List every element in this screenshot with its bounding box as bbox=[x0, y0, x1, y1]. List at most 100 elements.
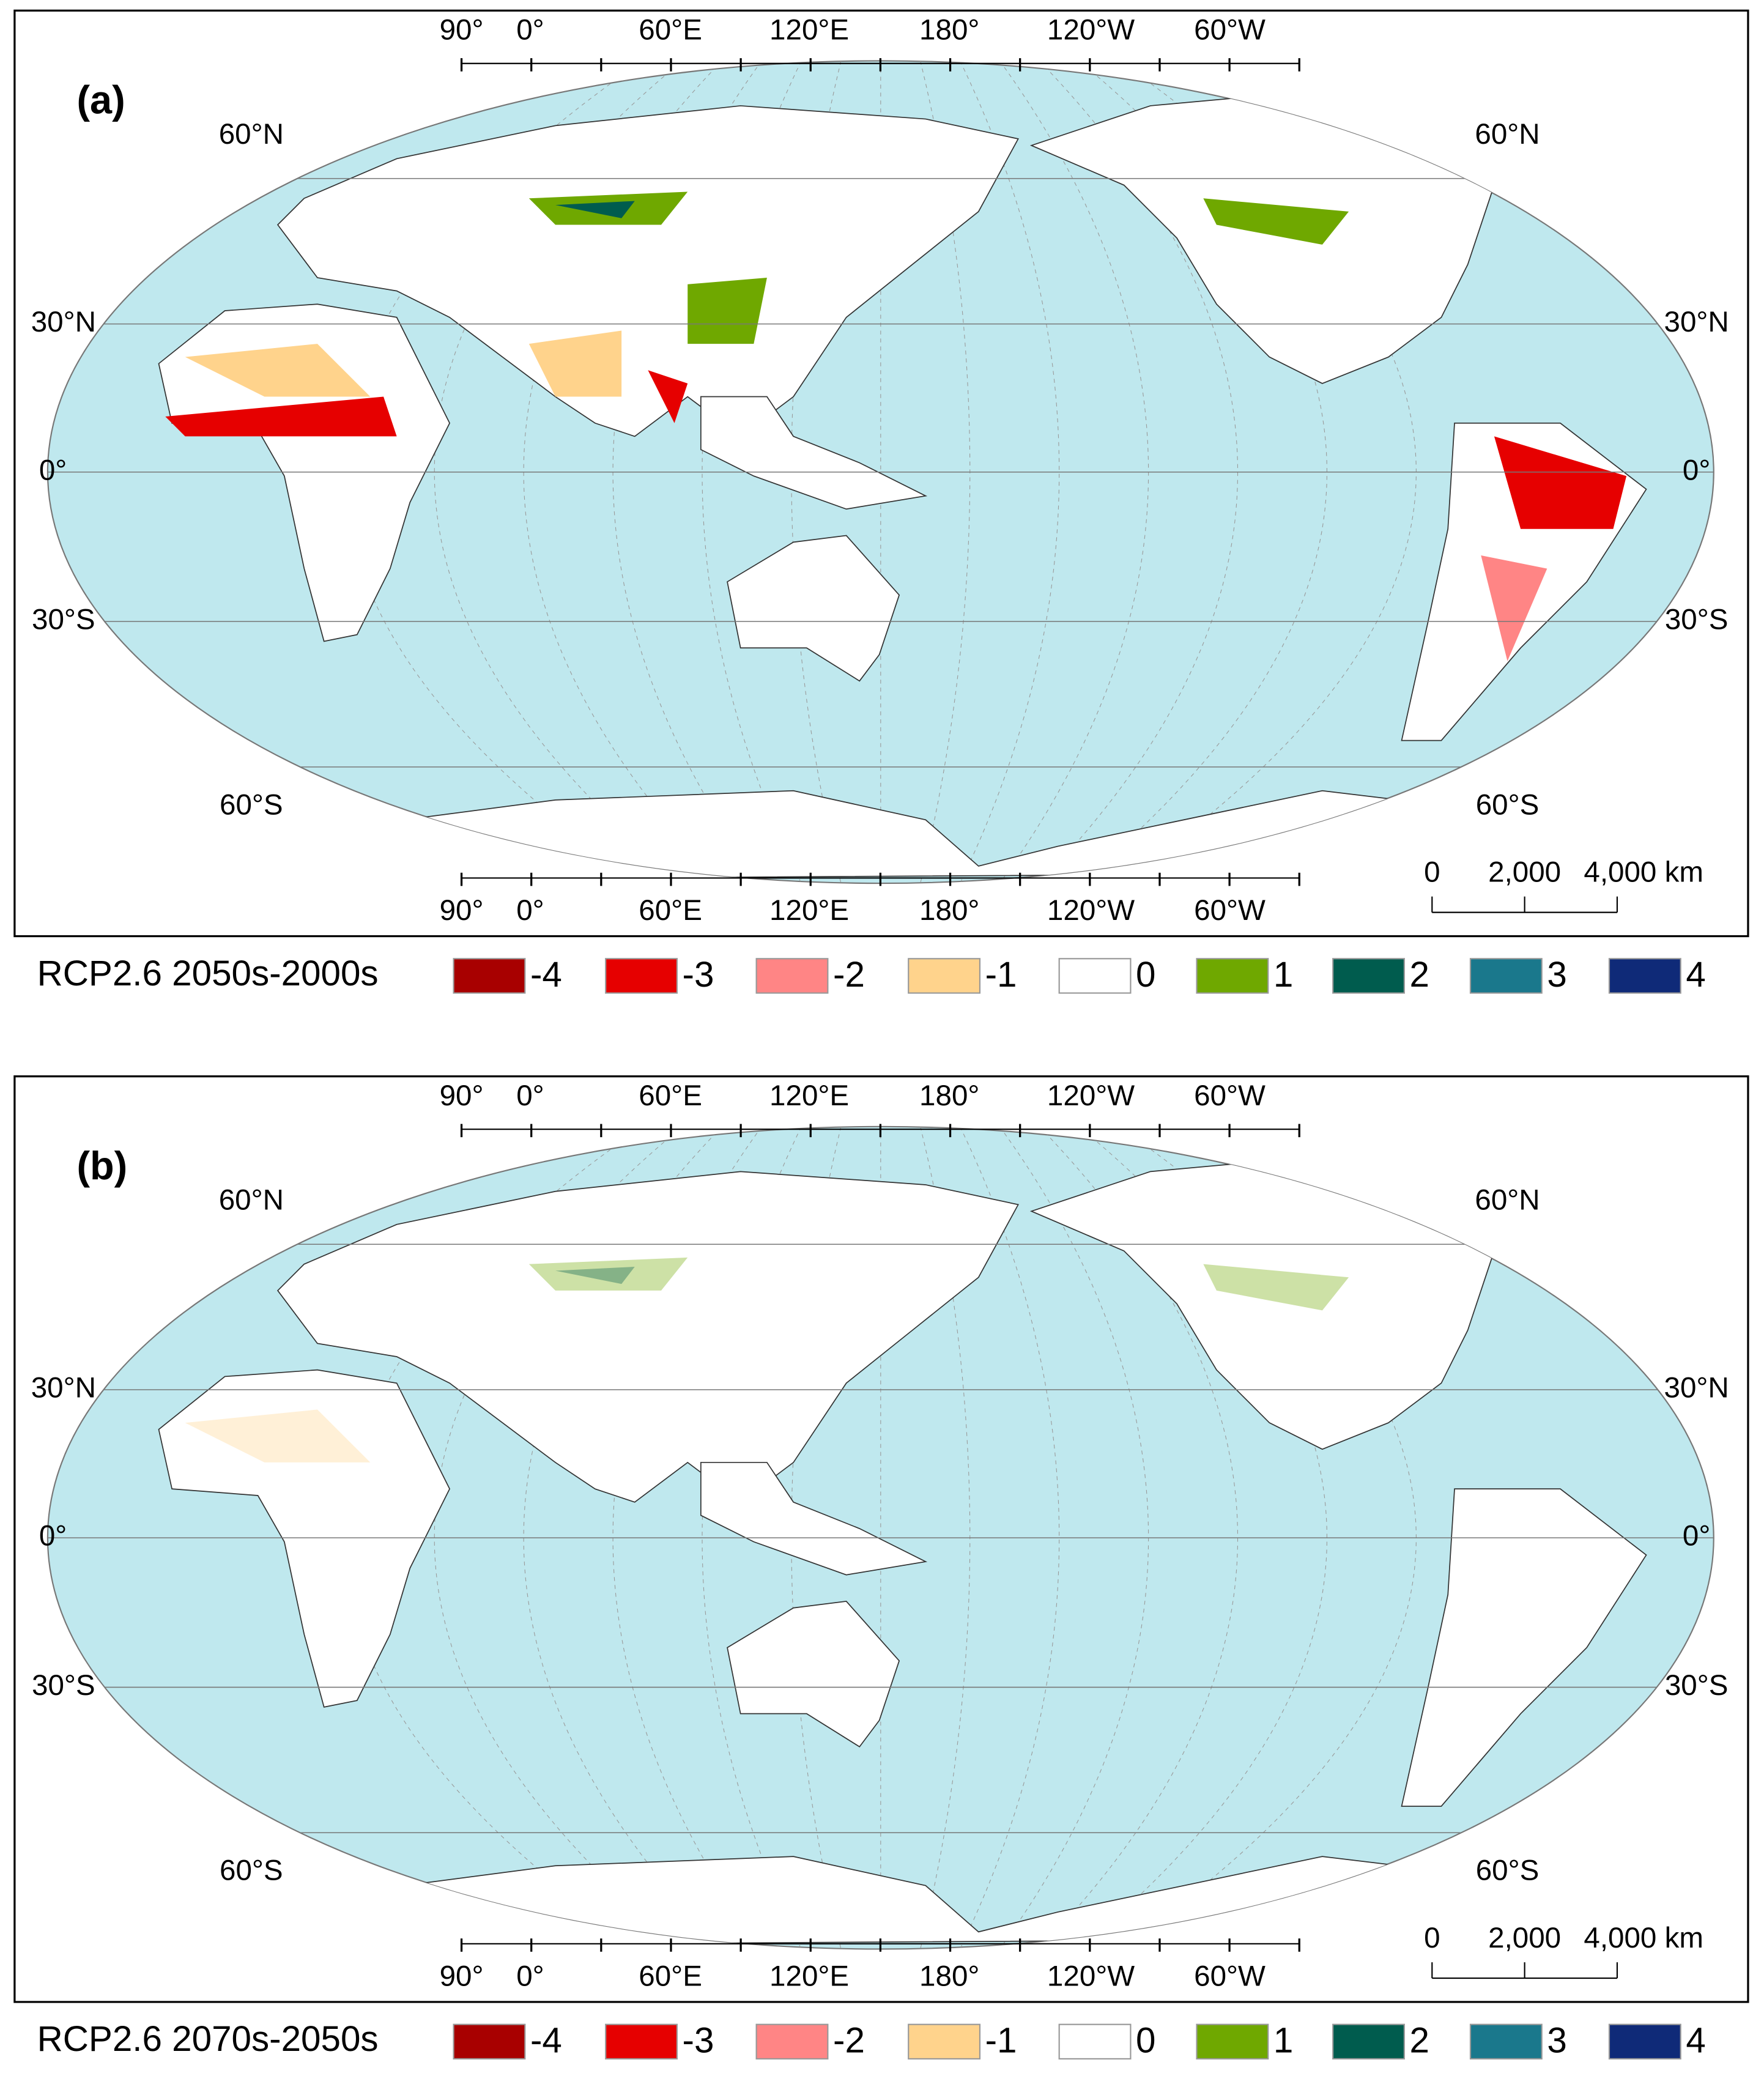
lon-label: 60°W bbox=[1194, 1960, 1266, 1993]
legend-label: -4 bbox=[530, 2020, 562, 2060]
land bbox=[700, 396, 928, 510]
lat-label: 30°S bbox=[1665, 604, 1729, 636]
change-patch bbox=[1203, 198, 1349, 245]
land bbox=[158, 1369, 451, 1708]
lon-label: 60°E bbox=[639, 1960, 702, 1993]
legend-label: 4 bbox=[1686, 955, 1705, 995]
change-patch bbox=[648, 370, 688, 423]
land bbox=[727, 1601, 900, 1748]
legend-label: -1 bbox=[985, 2020, 1017, 2060]
legend-label: -2 bbox=[833, 2020, 865, 2060]
change-patch bbox=[687, 277, 767, 344]
land bbox=[1401, 1488, 1647, 1807]
lat-label: 60°N bbox=[219, 1184, 284, 1217]
lon-label: 0° bbox=[516, 894, 544, 927]
change-patch bbox=[1203, 1264, 1349, 1311]
map-panel: (b) 90° 90° 0° 0° 60°E 60°E 120°E 120°E 180° 180° 1… bbox=[13, 1075, 1749, 2060]
change-patch bbox=[555, 1266, 635, 1285]
legend-swatch bbox=[1469, 958, 1543, 994]
legend-label: -1 bbox=[985, 955, 1017, 995]
scale-label: 0 bbox=[1424, 856, 1440, 889]
map-panel: (a) 90° 90° 0° 0° 60°E 60°E 120°E 120°E 180° 180° 1… bbox=[13, 9, 1749, 995]
legend-label: 4 bbox=[1686, 2020, 1705, 2060]
legend-swatch bbox=[605, 958, 678, 994]
legend-label: -2 bbox=[833, 955, 865, 995]
lat-label: 60°N bbox=[1475, 118, 1540, 150]
scale-label: 4,000 km bbox=[1584, 856, 1703, 889]
panel-label: (b) bbox=[76, 1143, 127, 1188]
lon-label: 120°W bbox=[1047, 1960, 1135, 1993]
lon-label: 90° bbox=[440, 1080, 484, 1112]
lon-label: 120°W bbox=[1047, 1080, 1135, 1112]
change-patch bbox=[555, 201, 635, 218]
legend-swatch bbox=[1058, 958, 1132, 994]
change-patch bbox=[185, 1409, 371, 1462]
lat-label: 0° bbox=[39, 1520, 67, 1552]
scale-label: 2,000 bbox=[1488, 856, 1561, 889]
lon-label: 180° bbox=[919, 1960, 979, 1993]
lon-label: 0° bbox=[516, 13, 544, 46]
legend-swatch bbox=[1332, 958, 1405, 994]
change-patch bbox=[528, 330, 622, 397]
legend-swatch bbox=[453, 958, 526, 994]
lat-label: 60°S bbox=[1476, 788, 1540, 821]
lon-label: 180° bbox=[919, 1080, 979, 1112]
lon-label: 0° bbox=[516, 1960, 544, 1993]
map-content bbox=[47, 1126, 1714, 1949]
scale-label: 0 bbox=[1424, 1922, 1440, 1954]
lon-label: 90° bbox=[440, 13, 484, 46]
legend-swatch bbox=[908, 958, 981, 994]
lon-label: 120°E bbox=[769, 894, 849, 927]
change-patch bbox=[528, 1257, 688, 1291]
lon-label: 90° bbox=[440, 894, 484, 927]
legend-label: 1 bbox=[1273, 2020, 1293, 2060]
lon-label: 120°E bbox=[769, 13, 849, 46]
legend-swatch bbox=[1058, 2023, 1132, 2059]
lon-label: 120°W bbox=[1047, 13, 1135, 46]
lat-label: 30°S bbox=[32, 604, 95, 636]
lon-label: 60°E bbox=[639, 894, 702, 927]
lat-label: 60°N bbox=[1475, 1184, 1540, 1217]
legend-label: 3 bbox=[1547, 2020, 1566, 2060]
lat-label: 0° bbox=[1683, 454, 1710, 486]
lat-label: 30°N bbox=[31, 1372, 96, 1404]
legend-swatch bbox=[908, 2023, 981, 2059]
lon-label: 0° bbox=[516, 1080, 544, 1112]
legend-label: 0 bbox=[1136, 2020, 1155, 2060]
legend-swatch bbox=[1608, 2023, 1681, 2059]
legend-label: 1 bbox=[1273, 955, 1293, 995]
panel-label: (a) bbox=[76, 78, 125, 122]
change-patch bbox=[165, 396, 397, 437]
legend-swatch bbox=[755, 2023, 829, 2059]
legend-swatch bbox=[605, 2023, 678, 2059]
legend-swatch bbox=[755, 958, 829, 994]
change-patch bbox=[185, 344, 371, 397]
legend-swatch bbox=[1608, 958, 1681, 994]
land bbox=[158, 303, 451, 642]
legend-label: -4 bbox=[530, 955, 562, 995]
lon-label: 180° bbox=[919, 894, 979, 927]
legend-title: RCP2.6 2050s-2000s bbox=[37, 954, 379, 993]
lat-label: 60°S bbox=[220, 1855, 283, 1887]
lat-label: 60°N bbox=[219, 118, 284, 150]
legend-label: 2 bbox=[1410, 955, 1429, 995]
lat-label: 30°S bbox=[32, 1669, 95, 1702]
lon-label: 60°W bbox=[1194, 894, 1266, 927]
lat-label: 60°S bbox=[220, 788, 283, 821]
land bbox=[700, 1462, 928, 1576]
legend-label: 0 bbox=[1136, 955, 1155, 995]
lon-label: 180° bbox=[919, 13, 979, 46]
lat-label: 30°N bbox=[31, 306, 96, 338]
lat-label: 60°S bbox=[1476, 1855, 1540, 1887]
land bbox=[727, 535, 900, 682]
legend-swatch bbox=[1332, 2023, 1405, 2059]
lat-label: 0° bbox=[1683, 1520, 1710, 1552]
legend-swatch bbox=[1469, 2023, 1543, 2059]
lon-label: 120°E bbox=[769, 1960, 849, 1993]
legend-label: -3 bbox=[683, 955, 714, 995]
lon-label: 60°E bbox=[639, 13, 702, 46]
lat-label: 30°N bbox=[1664, 306, 1729, 338]
map-content bbox=[47, 61, 1714, 884]
scale-label: 2,000 bbox=[1488, 1922, 1561, 1954]
